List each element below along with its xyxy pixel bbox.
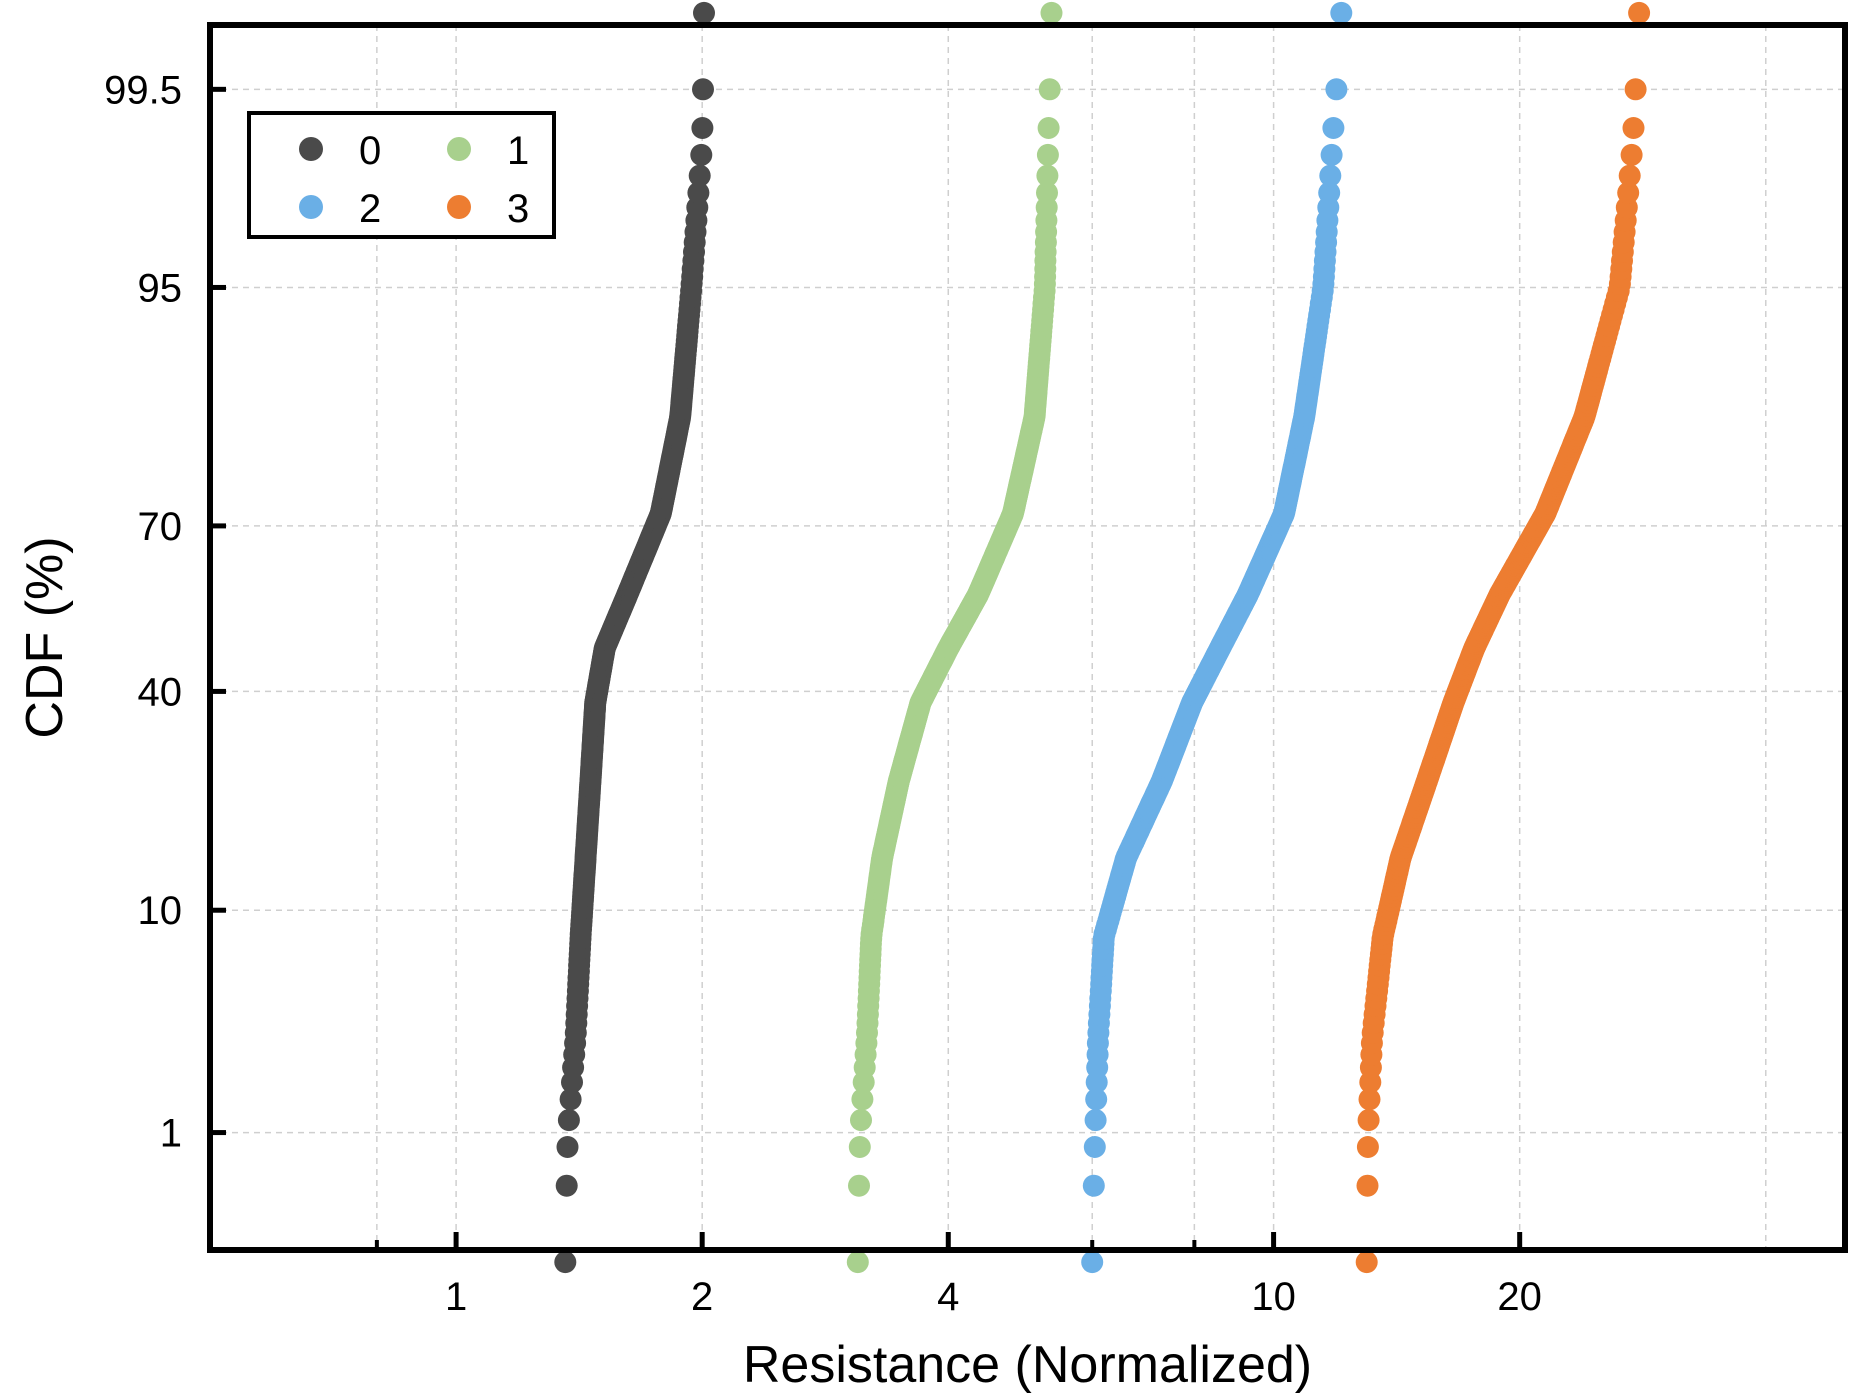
- data-point: [1318, 181, 1341, 204]
- data-point: [1040, 1, 1063, 24]
- data-point: [1358, 1088, 1381, 1111]
- data-point: [1084, 1109, 1107, 1132]
- y-tick-label: 70: [138, 505, 183, 549]
- data-point: [1330, 1, 1353, 24]
- data-point: [1624, 78, 1647, 101]
- data-point: [1357, 1109, 1380, 1132]
- data-point: [554, 1251, 577, 1274]
- series-3: [1355, 1, 1651, 1274]
- data-point: [555, 1174, 578, 1197]
- data-point: [846, 1251, 869, 1274]
- x-tick-label: 10: [1251, 1275, 1296, 1319]
- data-point: [688, 164, 711, 187]
- data-point: [1320, 143, 1343, 166]
- legend-label-3: 3: [507, 187, 529, 231]
- data-point: [851, 1088, 874, 1111]
- data-point: [1628, 1, 1651, 24]
- points-layer: [554, 1, 1651, 1274]
- data-point: [690, 143, 713, 166]
- x-tick-label: 1: [445, 1275, 467, 1319]
- data-point: [559, 1088, 582, 1111]
- data-point: [1036, 143, 1059, 166]
- data-point: [1319, 164, 1342, 187]
- x-tick-label: 2: [691, 1275, 713, 1319]
- data-point: [1038, 78, 1061, 101]
- y-axis-title: CDF (%): [16, 536, 74, 738]
- data-point: [848, 1174, 870, 1197]
- y-tick-label: 99.5: [104, 68, 182, 112]
- data-point: [1617, 181, 1640, 204]
- data-point: [693, 1, 715, 24]
- data-point: [556, 1136, 579, 1158]
- data-point: [850, 1109, 872, 1132]
- legend-label-2: 2: [359, 187, 381, 231]
- data-point: [687, 181, 710, 204]
- data-point: [1325, 78, 1348, 101]
- legend: 0 1 2 3: [247, 111, 556, 239]
- y-tick-label: 95: [138, 266, 183, 310]
- legend-label-1: 1: [507, 129, 529, 173]
- data-point: [1618, 164, 1641, 187]
- data-point: [692, 78, 714, 101]
- data-point: [1037, 117, 1060, 139]
- data-point: [691, 117, 714, 139]
- legend-marker-1: [447, 137, 471, 161]
- series-1: [846, 1, 1063, 1274]
- series-2: [1081, 1, 1353, 1274]
- grid-layer: [210, 25, 1845, 1250]
- x-tick-label: 20: [1497, 1275, 1542, 1319]
- legend-marker-2: [299, 195, 323, 219]
- legend-marker-3: [447, 195, 471, 219]
- plot-frame: [207, 22, 1848, 1253]
- data-point: [1081, 1251, 1104, 1274]
- series-0: [554, 1, 715, 1274]
- x-tick-label: 4: [937, 1275, 959, 1319]
- legend-box: [247, 111, 556, 239]
- data-point: [1082, 1174, 1105, 1197]
- data-point: [848, 1136, 871, 1158]
- y-tick-label: 1: [160, 1112, 182, 1156]
- data-point: [1036, 164, 1059, 187]
- data-point: [1622, 117, 1645, 139]
- data-point: [1356, 1136, 1379, 1158]
- legend-label-0: 0: [359, 129, 381, 173]
- legend-marker-0: [299, 137, 323, 161]
- y-tick-label: 10: [138, 889, 183, 933]
- data-point: [1356, 1174, 1379, 1197]
- y-tick-label: 40: [138, 670, 183, 714]
- data-point: [1083, 1136, 1106, 1158]
- data-point: [1036, 181, 1058, 204]
- data-point: [557, 1109, 580, 1132]
- data-point: [1322, 117, 1345, 139]
- data-point: [1620, 143, 1643, 166]
- x-axis-title: Resistance (Normalized): [743, 1336, 1312, 1394]
- data-point: [1355, 1251, 1378, 1274]
- data-point: [1085, 1088, 1108, 1111]
